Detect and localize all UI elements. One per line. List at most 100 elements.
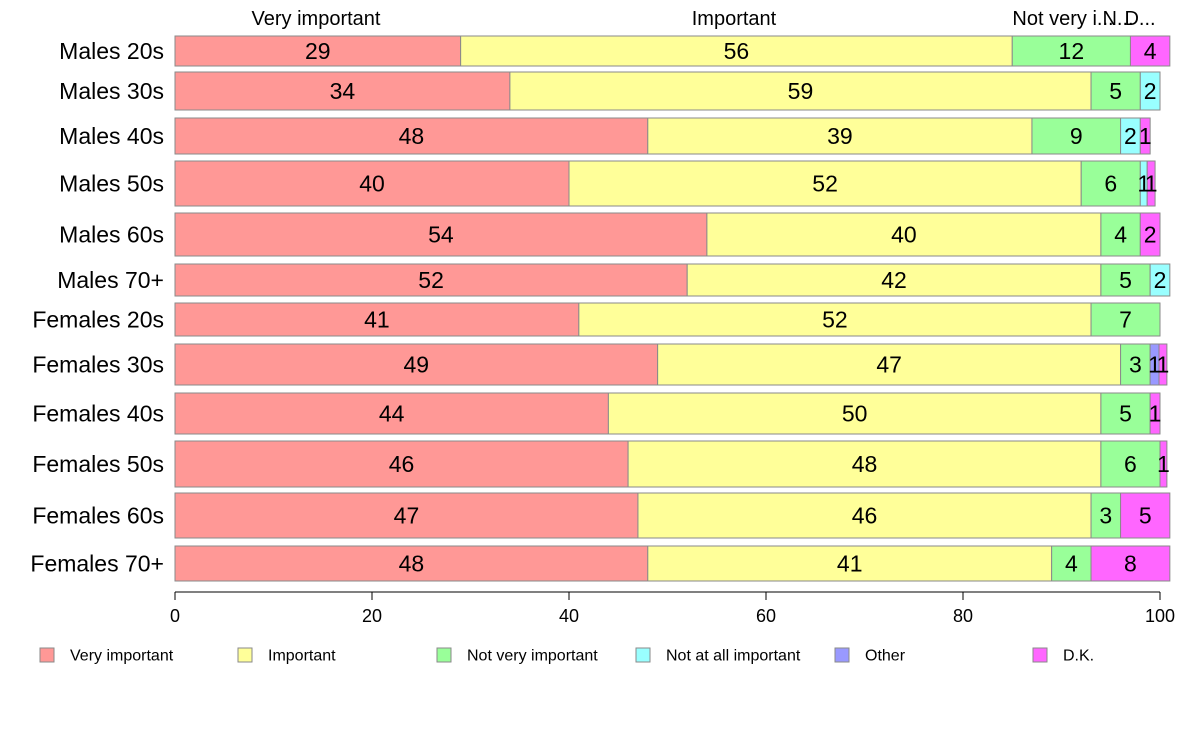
bar-segment: [174, 343, 659, 386]
x-tick-label: 80: [953, 606, 973, 626]
bar-segment: [509, 71, 1092, 111]
x-tick-label: 100: [1145, 606, 1175, 626]
bar-segment: [1146, 160, 1156, 207]
data-label: 1: [1145, 171, 1158, 197]
legend-swatch: [237, 647, 253, 663]
legend-label: Other: [865, 648, 906, 665]
x-tick-label: 20: [362, 606, 382, 626]
data-label: 47: [876, 352, 902, 378]
bar-segment: [1100, 212, 1141, 257]
data-label: 40: [891, 222, 917, 248]
data-label: 41: [364, 307, 390, 333]
data-label: 5: [1119, 267, 1132, 293]
bar-segment: [1080, 160, 1141, 207]
bar-segment: [460, 35, 1013, 67]
legend-swatch: [39, 647, 55, 663]
bar-segment: [1090, 492, 1122, 539]
bar-segment: [1100, 263, 1151, 297]
data-label: 39: [827, 123, 853, 149]
data-label: 47: [394, 503, 420, 529]
bar-segment: [1159, 440, 1168, 488]
data-label: 48: [399, 551, 425, 577]
data-label: 4: [1114, 222, 1127, 248]
data-label: 48: [399, 123, 425, 149]
bar-segment: [1031, 117, 1122, 155]
data-label: 46: [852, 503, 878, 529]
category-label: Males 30s: [59, 78, 164, 104]
data-label: 1: [1148, 352, 1161, 378]
data-label: 50: [842, 401, 868, 427]
category-label: Females 30s: [32, 352, 164, 378]
bar-segment: [1139, 117, 1151, 155]
series-top-label: N...: [1102, 8, 1133, 30]
data-label: 42: [881, 267, 907, 293]
bar-segment: [1011, 35, 1131, 67]
category-label: Males 50s: [59, 171, 164, 197]
data-label: 6: [1104, 171, 1117, 197]
data-label: 1: [1157, 352, 1170, 378]
bar-segment: [1129, 35, 1171, 67]
data-label: 2: [1144, 78, 1157, 104]
data-label: 4: [1144, 38, 1157, 64]
bar-segment: [627, 440, 1102, 488]
data-label: 52: [822, 307, 848, 333]
data-label: 2: [1144, 222, 1157, 248]
data-label: 29: [305, 38, 331, 64]
data-label: 52: [418, 267, 444, 293]
series-top-label: D...: [1124, 8, 1155, 30]
data-label: 49: [404, 352, 430, 378]
data-label: 5: [1119, 401, 1132, 427]
data-label: 46: [389, 451, 415, 477]
series-top-label: Not very i...: [1012, 8, 1113, 30]
bar-segment: [174, 212, 708, 257]
data-label: 1: [1139, 123, 1152, 149]
series-top-label: Important: [692, 8, 777, 30]
bar-segment: [686, 263, 1102, 297]
data-label: 56: [724, 38, 750, 64]
x-tick-label: 0: [170, 606, 180, 626]
bar-segment: [174, 71, 511, 111]
bar-segment: [174, 160, 570, 207]
bar-segment: [1149, 263, 1171, 297]
bar-segment: [1158, 343, 1168, 386]
legend-swatch: [834, 647, 850, 663]
data-label: 4: [1065, 551, 1078, 577]
legend-label: D.K.: [1063, 648, 1094, 665]
bar-segment: [174, 440, 629, 488]
bar-segment: [657, 343, 1122, 386]
bar-segment: [1139, 71, 1161, 111]
data-label: 9: [1070, 123, 1083, 149]
data-label: 34: [330, 78, 356, 104]
data-label: 40: [359, 171, 385, 197]
data-label: 2: [1154, 267, 1167, 293]
data-label: 52: [812, 171, 838, 197]
legend-swatch: [1032, 647, 1048, 663]
x-tick-label: 40: [559, 606, 579, 626]
data-label: 3: [1129, 352, 1142, 378]
bar-segment: [174, 392, 609, 435]
category-label: Females 50s: [32, 451, 164, 477]
bar-segment: [174, 263, 688, 297]
legend-label: Not at all important: [666, 648, 801, 665]
legend-label: Very important: [70, 648, 174, 665]
x-tick-label: 60: [756, 606, 776, 626]
legend-label: Important: [268, 648, 336, 665]
legend-swatch: [436, 647, 452, 663]
bar-segment: [1120, 492, 1171, 539]
bar-segment: [174, 35, 462, 67]
bar-segment: [1149, 392, 1161, 435]
data-label: 59: [788, 78, 814, 104]
bar-segment: [1100, 440, 1161, 488]
data-label: 5: [1139, 503, 1152, 529]
bar-segment: [1090, 71, 1141, 111]
data-label: 48: [852, 451, 878, 477]
data-label: 54: [428, 222, 454, 248]
category-label: Females 20s: [32, 307, 164, 333]
category-label: Males 70+: [57, 267, 164, 293]
data-label: 8: [1124, 551, 1137, 577]
data-label: 44: [379, 401, 405, 427]
data-label: 1: [1149, 401, 1162, 427]
bar-segment: [1090, 545, 1171, 582]
legend-label: Not very important: [467, 648, 598, 665]
